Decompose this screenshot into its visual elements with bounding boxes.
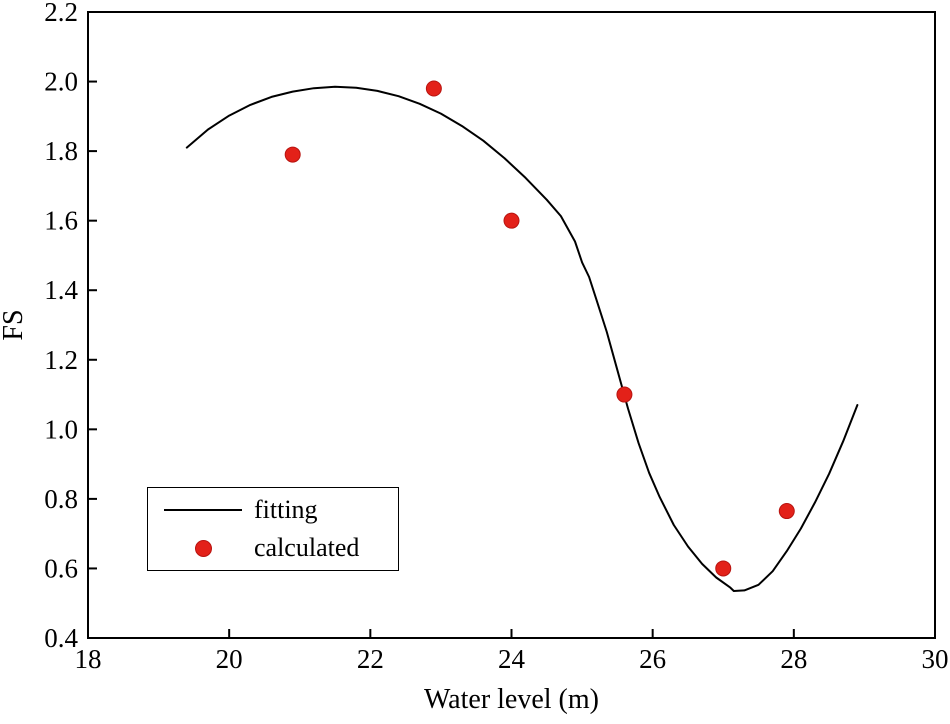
calculated-point [715,560,732,577]
calculated-point [616,386,633,403]
calculated-point [778,503,795,520]
x-tick-label: 26 [639,644,666,674]
legend-item-fitting: fitting [162,491,398,529]
y-tick-label: 0.4 [44,623,78,653]
fitting-curve [185,85,859,592]
x-tick-label: 18 [75,644,102,674]
x-tick-label: 30 [922,644,949,674]
y-axis-title: FS [0,309,29,341]
legend: fitting calculated [147,487,399,571]
y-tick-label: 2.2 [44,0,78,27]
x-tick-label: 28 [780,644,807,674]
y-tick-label: 0.8 [44,484,78,514]
y-tick-label: 0.6 [44,553,78,583]
calculated-point [425,80,442,97]
legend-label-fitting: fitting [254,494,318,524]
dot-swatch-box [162,539,244,557]
y-tick-label: 1.6 [44,206,78,236]
y-tick-label: 1.4 [44,275,78,305]
x-tick-label: 22 [357,644,384,674]
y-tick-label: 1.2 [44,345,78,375]
x-tick-label: 24 [498,644,526,674]
line-swatch-box [162,508,244,511]
calculated-point [284,146,301,163]
y-tick-label: 2.0 [44,67,78,97]
fitting-line-swatch [164,508,242,511]
y-tick-label: 1.0 [44,414,78,444]
x-axis-title: Water level (m) [424,684,599,715]
legend-label-calculated: calculated [254,533,360,563]
calculated-dot-swatch [194,539,212,557]
y-tick-label: 1.8 [44,136,78,166]
calculated-point [503,212,520,229]
x-tick-label: 20 [216,644,243,674]
legend-item-calculated: calculated [162,529,398,567]
